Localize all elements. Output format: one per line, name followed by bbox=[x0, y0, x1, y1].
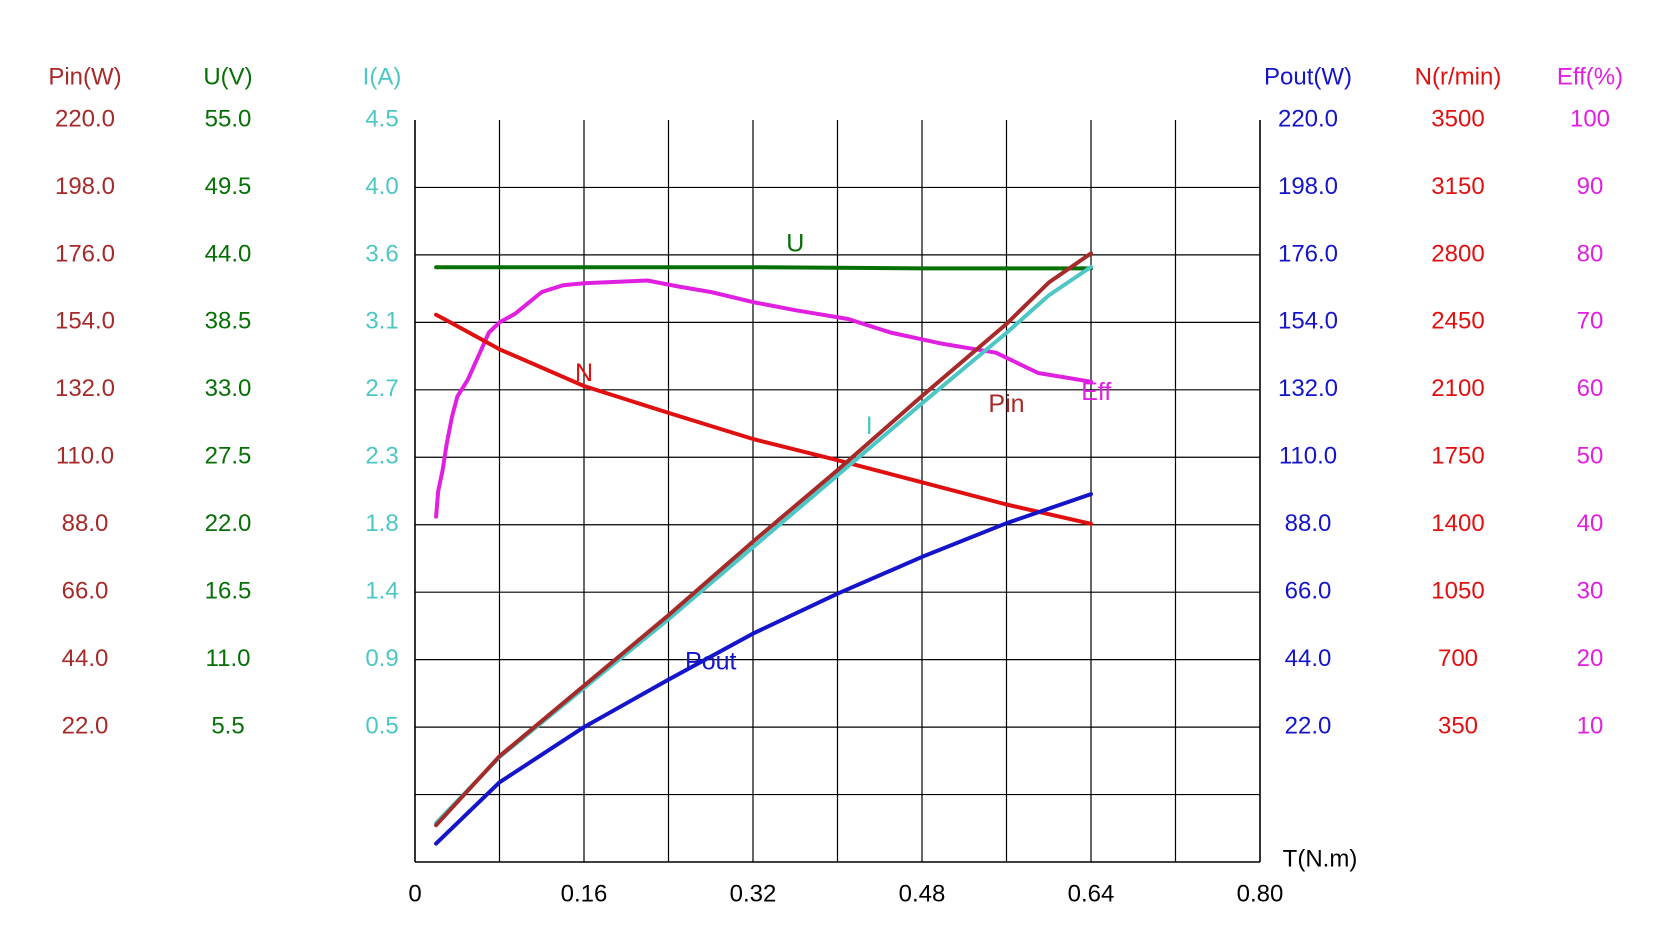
tick-label-pout: 88.0 bbox=[1285, 510, 1332, 537]
series-label-i: I bbox=[866, 412, 873, 440]
tick-label-u: 11.0 bbox=[206, 645, 251, 672]
tick-label-pin: 220.0 bbox=[55, 105, 115, 132]
tick-label-pout: 176.0 bbox=[1278, 240, 1338, 267]
tick-label-pout: 22.0 bbox=[1285, 712, 1332, 739]
tick-label-n: 3150 bbox=[1431, 173, 1484, 200]
plot-frame bbox=[414, 120, 1261, 863]
grid bbox=[415, 120, 1260, 862]
x-tick-label: 0 bbox=[408, 880, 421, 907]
axis-label-i: I(A) bbox=[363, 63, 402, 90]
tick-label-eff: 30 bbox=[1577, 578, 1604, 605]
tick-label-pin: 22.0 bbox=[62, 712, 109, 739]
series-line-n bbox=[434, 312, 1093, 526]
tick-label-i: 4.5 bbox=[365, 105, 398, 132]
axis-label-u: U(V) bbox=[203, 63, 252, 90]
series-label-n: N bbox=[575, 359, 593, 387]
tick-label-eff: 60 bbox=[1577, 375, 1604, 402]
tick-label-pout: 44.0 bbox=[1285, 645, 1332, 672]
tick-label-n: 2450 bbox=[1431, 308, 1484, 335]
series-label-pin: Pin bbox=[988, 390, 1024, 418]
tick-label-n: 3500 bbox=[1431, 105, 1484, 132]
x-tick-label: 0.80 bbox=[1237, 880, 1284, 907]
tick-label-eff: 80 bbox=[1577, 240, 1604, 267]
tick-label-i: 2.3 bbox=[365, 443, 398, 470]
tick-label-pin: 66.0 bbox=[62, 578, 109, 605]
tick-label-i: 1.4 bbox=[365, 578, 398, 605]
series-line-u bbox=[434, 265, 1093, 271]
x-axis-label: T(N.m) bbox=[1283, 845, 1358, 872]
tick-label-eff: 50 bbox=[1577, 443, 1604, 470]
tick-label-pin: 110.0 bbox=[56, 443, 114, 470]
tick-label-pout: 154.0 bbox=[1278, 308, 1338, 335]
axis-label-eff: Eff(%) bbox=[1557, 63, 1623, 90]
series-label-pout: Pout bbox=[685, 647, 736, 675]
tick-label-u: 49.5 bbox=[205, 173, 252, 200]
tick-label-n: 1750 bbox=[1431, 443, 1484, 470]
tick-label-i: 0.5 bbox=[365, 712, 398, 739]
tick-label-pin: 198.0 bbox=[55, 173, 115, 200]
series-labels: U Eff N I Pin Pout bbox=[575, 230, 1111, 676]
tick-label-u: 5.5 bbox=[211, 712, 244, 739]
tick-label-pin: 132.0 bbox=[55, 375, 115, 402]
tick-label-u: 33.0 bbox=[205, 375, 252, 402]
series-line-pin bbox=[434, 251, 1093, 828]
tick-label-u: 27.5 bbox=[205, 443, 252, 470]
tick-label-u: 55.0 bbox=[205, 105, 252, 132]
series-line-eff bbox=[434, 278, 1093, 519]
tick-label-n: 2800 bbox=[1431, 240, 1484, 267]
tick-label-pout: 220.0 bbox=[1278, 105, 1338, 132]
tick-label-n: 700 bbox=[1438, 645, 1478, 672]
tick-label-n: 350 bbox=[1438, 712, 1478, 739]
tick-label-u: 22.0 bbox=[205, 510, 252, 537]
tick-label-i: 4.0 bbox=[365, 173, 398, 200]
tick-label-pout: 198.0 bbox=[1278, 173, 1338, 200]
series-line-pout bbox=[434, 492, 1093, 846]
tick-label-eff: 90 bbox=[1577, 173, 1604, 200]
series-label-eff: Eff bbox=[1081, 378, 1111, 406]
tick-label-u: 44.0 bbox=[205, 240, 252, 267]
tick-label-pin: 88.0 bbox=[62, 510, 109, 537]
tick-label-i: 1.8 bbox=[365, 510, 398, 537]
tick-label-n: 1400 bbox=[1431, 510, 1484, 537]
tick-label-pout: 132.0 bbox=[1278, 375, 1338, 402]
tick-label-pin: 154.0 bbox=[55, 308, 115, 335]
tick-label-n: 1050 bbox=[1431, 578, 1484, 605]
axis-label-pin: Pin(W) bbox=[48, 63, 121, 90]
axis-label-n: N(r/min) bbox=[1415, 63, 1502, 90]
tick-label-eff: 10 bbox=[1577, 712, 1604, 739]
tick-label-i: 2.7 bbox=[365, 375, 398, 402]
tick-label-n: 2100 bbox=[1431, 375, 1484, 402]
tick-label-eff: 100 bbox=[1570, 105, 1610, 132]
tick-label-pout: 110.0 bbox=[1279, 443, 1337, 470]
tick-label-eff: 40 bbox=[1577, 510, 1604, 537]
tick-label-u: 38.5 bbox=[205, 308, 252, 335]
tick-label-pout: 66.0 bbox=[1285, 578, 1332, 605]
series-lines bbox=[434, 251, 1093, 846]
x-tick-label: 0.64 bbox=[1068, 880, 1115, 907]
tick-label-i: 3.1 bbox=[365, 308, 398, 335]
tick-label-pin: 44.0 bbox=[62, 645, 109, 672]
x-tick-label: 0.32 bbox=[730, 880, 777, 907]
series-label-u: U bbox=[786, 230, 804, 258]
tick-label-pin: 176.0 bbox=[55, 240, 115, 267]
axes: Pin(W) 220.0 198.0 176.0 154.0 132.0 110.0 88.0… bbox=[48, 63, 1623, 907]
tick-label-i: 3.6 bbox=[365, 240, 398, 267]
x-tick-label: 0.16 bbox=[561, 880, 608, 907]
tick-label-eff: 20 bbox=[1577, 645, 1604, 672]
axis-label-pout: Pout(W) bbox=[1264, 63, 1352, 90]
x-tick-label: 0.48 bbox=[899, 880, 946, 907]
tick-label-i: 0.9 bbox=[365, 645, 398, 672]
tick-label-eff: 70 bbox=[1577, 308, 1604, 335]
tick-label-u: 16.5 bbox=[205, 578, 252, 605]
